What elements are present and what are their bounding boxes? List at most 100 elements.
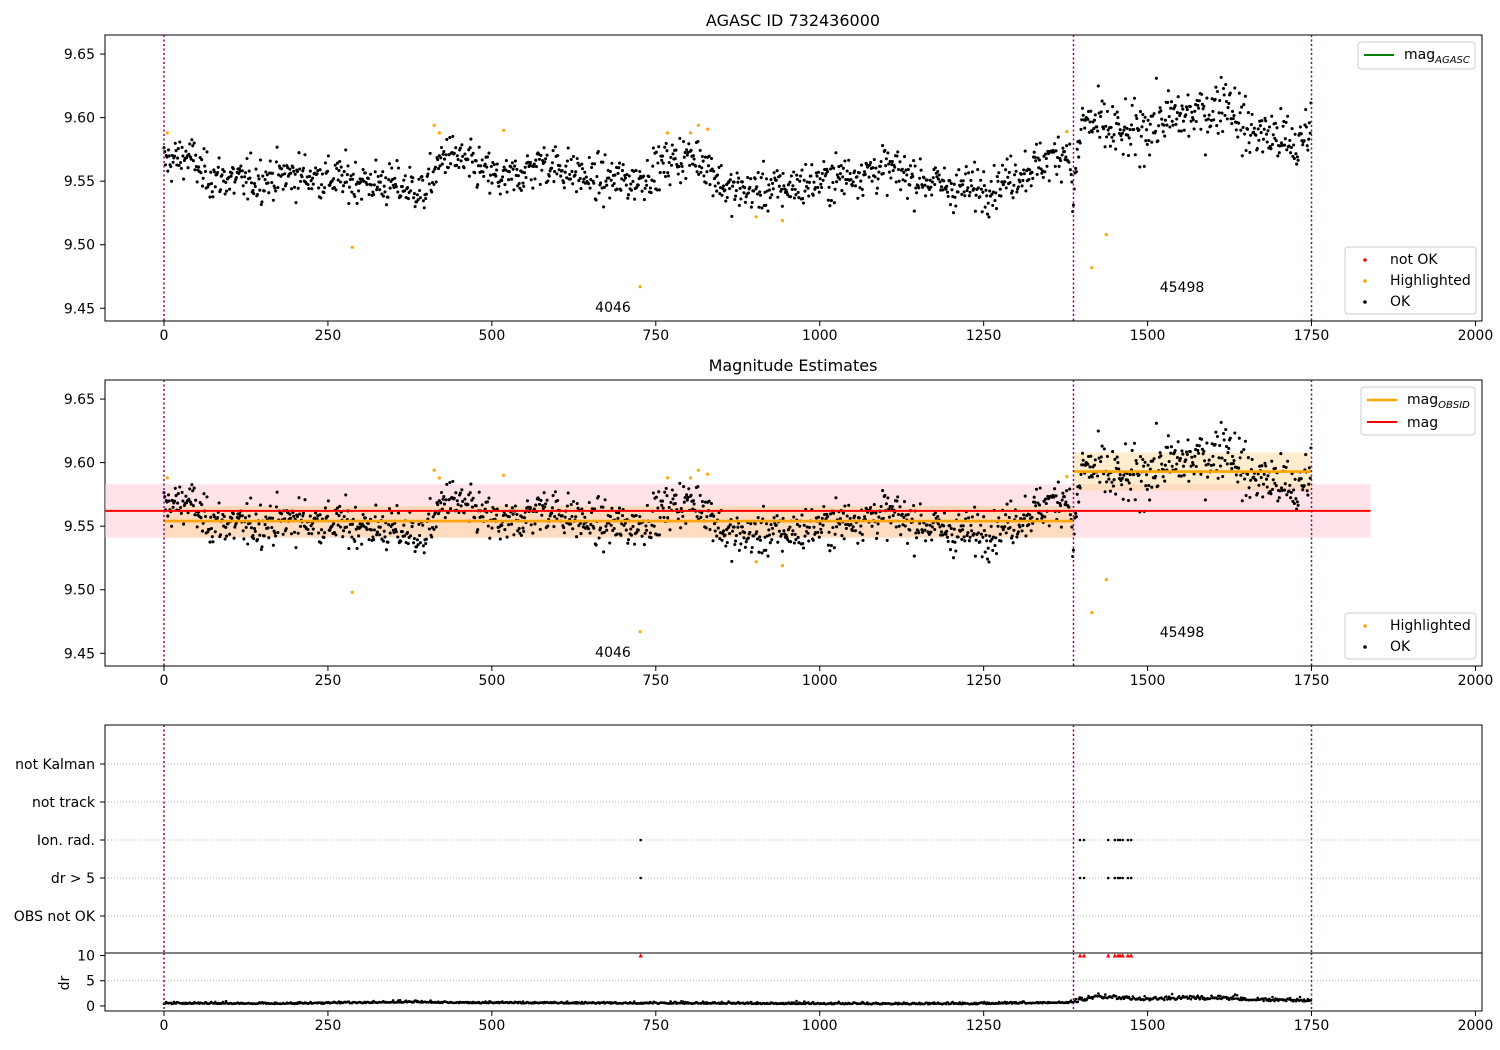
ok-point	[335, 166, 339, 171]
ok-point	[485, 500, 490, 504]
ok-point	[1306, 148, 1310, 152]
ok-point	[588, 186, 592, 190]
ok-point	[511, 512, 515, 516]
ok-point	[617, 161, 622, 165]
ok-point	[819, 182, 823, 186]
ok-point	[248, 176, 252, 180]
ok-point	[283, 517, 287, 521]
ok-point	[629, 188, 634, 192]
ok-point	[406, 185, 410, 190]
x-tick-label: 1000	[802, 673, 838, 689]
ok-point	[1191, 463, 1195, 467]
ok-point	[512, 533, 516, 537]
ok-point	[240, 514, 244, 518]
ok-point	[869, 505, 873, 510]
ok-point	[378, 525, 382, 529]
ok-point	[724, 544, 728, 548]
ok-point	[571, 182, 575, 186]
ok-point	[286, 166, 290, 170]
ok-point	[793, 187, 797, 191]
ok-point	[229, 174, 233, 178]
ok-point	[847, 158, 851, 162]
ok-point	[826, 198, 830, 202]
ok-point	[802, 523, 806, 527]
ok-point	[1305, 144, 1309, 148]
ok-point	[626, 193, 631, 197]
ok-point	[200, 503, 204, 507]
ok-point	[195, 180, 199, 184]
ok-point	[930, 525, 934, 529]
ok-point	[953, 195, 957, 199]
ok-point	[838, 177, 842, 181]
ok-point	[249, 151, 253, 155]
ok-point	[961, 179, 965, 183]
ok-point	[1263, 116, 1267, 120]
ok-point	[666, 171, 670, 175]
ok-point	[192, 141, 196, 145]
ok-point	[900, 512, 904, 516]
ok-point	[570, 169, 574, 173]
ok-point	[832, 546, 836, 550]
ok-point	[360, 197, 364, 201]
ok-point	[1003, 180, 1007, 184]
ok-point	[1138, 110, 1143, 114]
ok-point	[1147, 138, 1151, 143]
ok-point	[1088, 465, 1092, 469]
ok-point	[1102, 472, 1106, 476]
ok-point	[985, 557, 990, 561]
flag-point	[1126, 838, 1130, 842]
ok-point	[480, 503, 484, 507]
highlighted-point	[780, 219, 785, 223]
ok-point	[923, 528, 927, 532]
ok-point	[1195, 443, 1199, 447]
ok-point	[651, 146, 655, 150]
ok-point	[1220, 111, 1224, 115]
flag-point	[1121, 838, 1124, 842]
ok-point	[1271, 478, 1275, 482]
ok-point	[647, 174, 651, 179]
ok-point	[1219, 75, 1223, 79]
ok-point	[1261, 495, 1265, 499]
ok-point	[649, 536, 653, 540]
ok-point	[761, 172, 765, 176]
dr-point	[1165, 995, 1168, 998]
ok-point	[374, 158, 378, 162]
ok-point	[1292, 501, 1296, 506]
ok-point	[1043, 497, 1048, 501]
legend-magnitude-lines: magOBSID mag	[1360, 386, 1476, 436]
ok-point	[1012, 528, 1016, 532]
ok-point	[1064, 155, 1068, 159]
ok-point	[1230, 109, 1235, 113]
ok-point	[780, 549, 784, 553]
ok-point	[460, 488, 464, 492]
highlighted-point	[350, 245, 354, 249]
x-tick-label: 250	[315, 1018, 342, 1034]
ok-point	[844, 522, 848, 527]
ok-point	[1122, 473, 1126, 477]
ok-point	[1174, 122, 1178, 126]
x-tick-label: 0	[160, 328, 169, 344]
ok-point	[436, 503, 440, 507]
ok-point	[475, 530, 479, 534]
ok-point	[1163, 118, 1167, 122]
ok-point	[687, 487, 691, 491]
ok-point	[1004, 513, 1008, 517]
ok-point	[1096, 474, 1100, 478]
ok-point	[744, 195, 748, 199]
ok-point	[383, 535, 387, 539]
ok-point	[546, 179, 550, 183]
ok-point	[504, 513, 508, 517]
ok-point	[544, 157, 548, 161]
ok-point	[609, 178, 613, 182]
ok-point	[350, 190, 354, 194]
ok-point	[769, 178, 773, 182]
ok-point	[897, 179, 901, 183]
ok-point	[512, 188, 516, 192]
dr-point	[398, 998, 402, 1002]
ok-point	[699, 170, 703, 174]
ok-point	[219, 533, 223, 537]
ok-point	[209, 170, 213, 174]
ok-point	[1224, 82, 1228, 87]
ok-point	[1142, 164, 1146, 168]
ok-point	[1207, 458, 1211, 462]
